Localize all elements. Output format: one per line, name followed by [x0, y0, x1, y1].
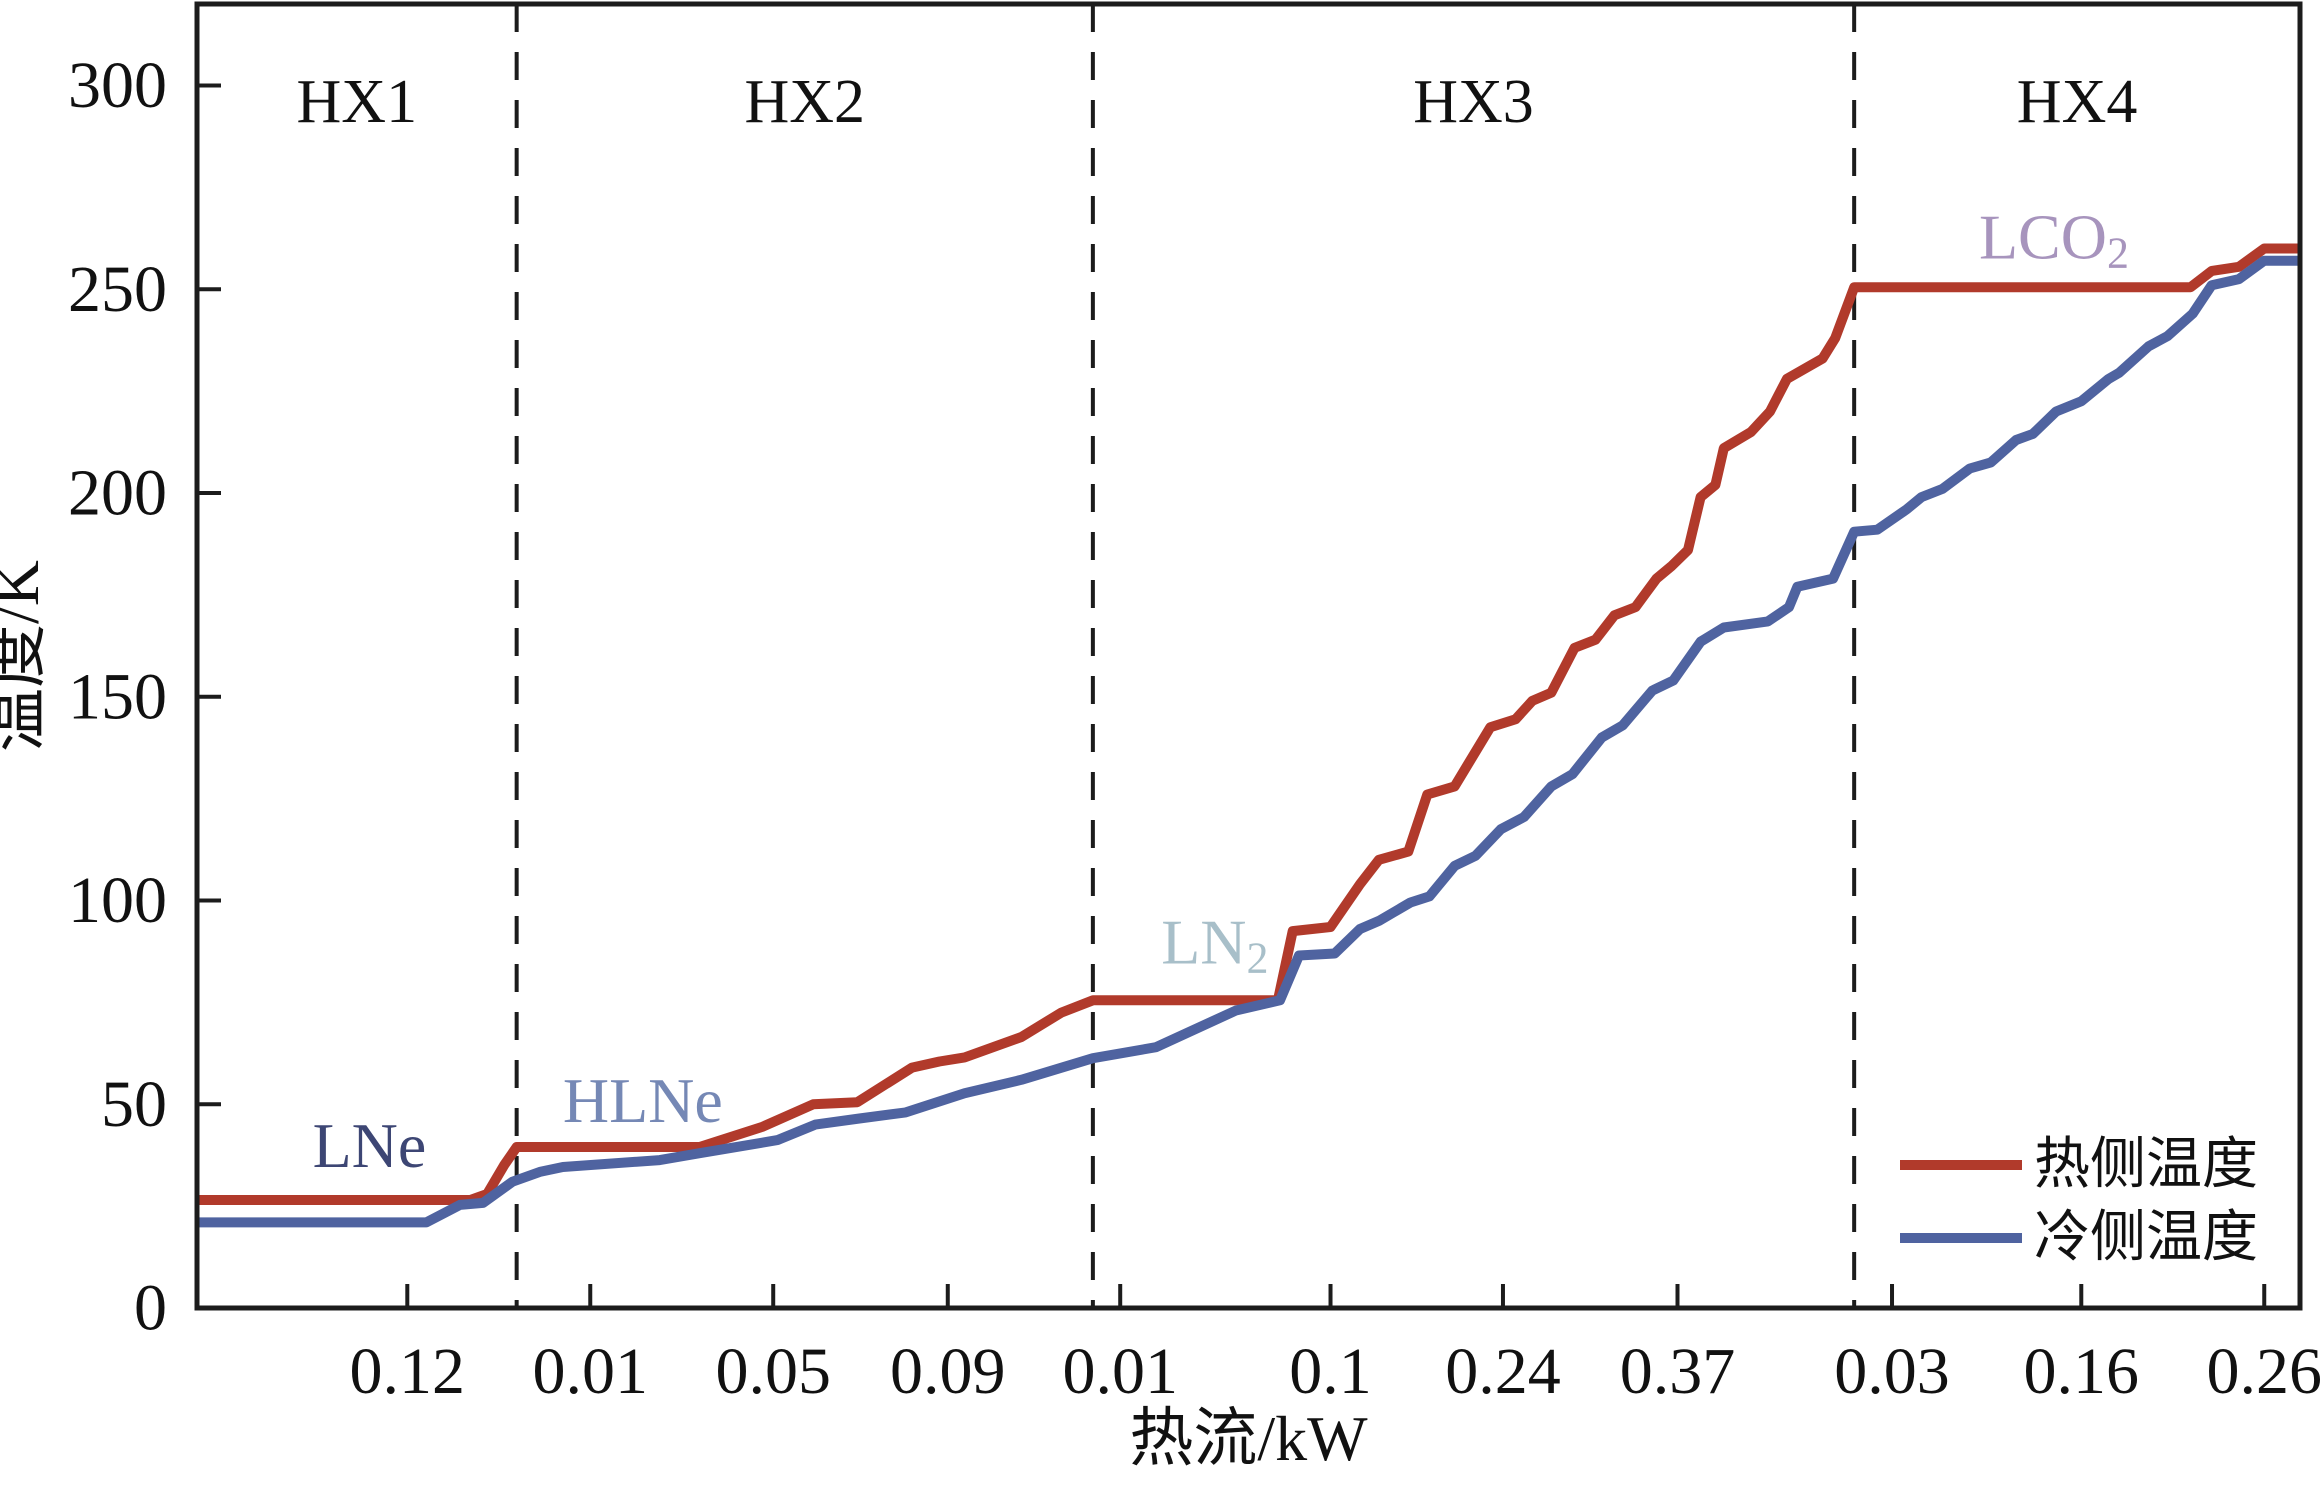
- x-tick-label: 0.01: [1062, 1335, 1178, 1408]
- x-tick-label: 0.1: [1289, 1335, 1372, 1408]
- y-tick-label: 300: [68, 49, 167, 122]
- legend-label-cold: 冷侧温度: [2034, 1207, 2258, 1269]
- region-label-hx2: HX2: [744, 68, 865, 136]
- y-tick-label: 250: [68, 253, 167, 326]
- y-tick-label: 150: [68, 660, 167, 733]
- x-tick-label: 0.24: [1445, 1335, 1561, 1408]
- y-tick-label: 50: [101, 1068, 167, 1141]
- cold-side-line: [197, 255, 2300, 1228]
- y-tick-label: 100: [68, 864, 167, 937]
- y-axis-title: 温度/K: [0, 560, 52, 752]
- x-tick-label: 0.26: [2206, 1335, 2320, 1408]
- region-label-hx3: HX3: [1413, 68, 1534, 136]
- x-tick-label: 0.16: [2024, 1335, 2140, 1408]
- stream-label-ln: LN2: [1161, 906, 1268, 982]
- region-label-hx4: HX4: [2017, 68, 2138, 136]
- x-tick-label: 0.05: [715, 1335, 831, 1408]
- legend-label-hot: 热侧温度: [2034, 1134, 2258, 1196]
- region-label-hx1: HX1: [297, 68, 418, 136]
- x-tick-label: 0.01: [533, 1335, 649, 1408]
- stream-label-lne: LNe: [313, 1110, 427, 1181]
- hot-side-line: [197, 243, 2300, 1205]
- x-tick-label: 0.37: [1620, 1335, 1736, 1408]
- stream-label-lco: LCO2: [1979, 201, 2129, 277]
- x-tick-label: 0.03: [1834, 1335, 1950, 1408]
- y-tick-label: 0: [134, 1272, 167, 1345]
- x-tick-label: 0.09: [890, 1335, 1006, 1408]
- stream-label-hlne: HLNe: [563, 1065, 723, 1136]
- y-tick-label: 200: [68, 457, 167, 530]
- x-axis-title: 热流/kW: [1129, 1403, 1368, 1474]
- x-tick-label: 0.12: [350, 1335, 466, 1408]
- plot-border: [194, 1, 2303, 1311]
